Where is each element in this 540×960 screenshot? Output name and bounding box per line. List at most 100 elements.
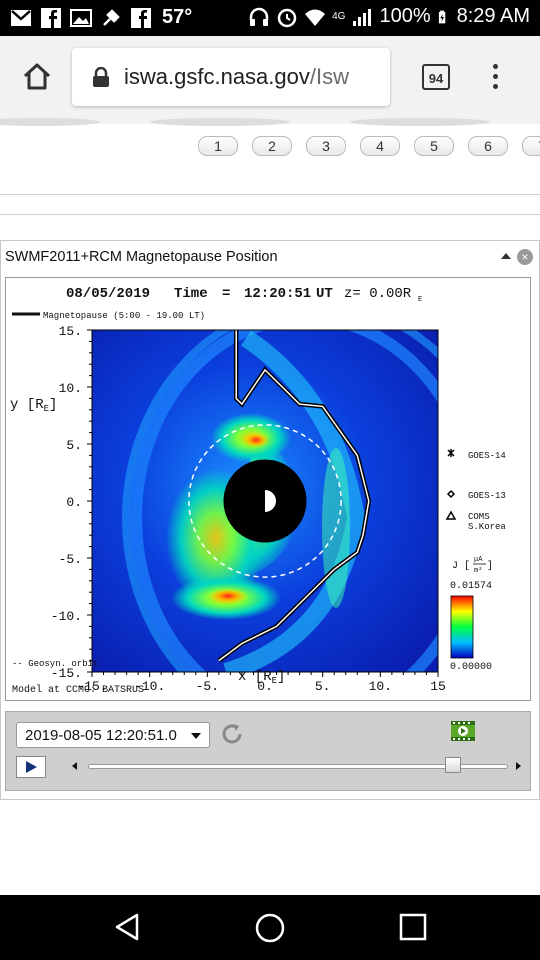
bug-icon bbox=[103, 8, 120, 26]
time-slider-track[interactable] bbox=[88, 764, 508, 769]
model-label: Model at CCMC: BATSRUS bbox=[12, 684, 144, 696]
colorbar-label: J [ bbox=[452, 560, 470, 572]
x-tick-label: -10. bbox=[134, 679, 165, 694]
url-path: /Isw bbox=[309, 64, 349, 89]
magnetopause-line-inner bbox=[218, 330, 370, 662]
header-time: 12:20:51 bbox=[244, 286, 311, 302]
y-axis-label: y [RE] bbox=[10, 397, 57, 414]
x-tick-label: -5. bbox=[196, 679, 219, 694]
colorbar-max: 0.01574 bbox=[450, 581, 492, 592]
collapse-arrow-icon[interactable] bbox=[501, 253, 511, 259]
facebook-icon bbox=[131, 7, 151, 28]
film-icon[interactable] bbox=[450, 718, 476, 744]
goes-13-label: GOES-13 bbox=[468, 491, 506, 501]
coms-marker bbox=[445, 510, 457, 520]
date-select-value: 2019-08-05 12:20:51.0 bbox=[25, 727, 177, 744]
play-icon bbox=[26, 761, 37, 773]
url-text[interactable]: iswa.gsfc.nasa.gov/Isw bbox=[124, 64, 386, 90]
home-nav-icon[interactable] bbox=[254, 912, 286, 944]
y-tick-label: 0. bbox=[66, 495, 82, 510]
status-bar: 57° 4G 100% 8:29 AM bbox=[0, 0, 540, 36]
header-z-sub: E bbox=[418, 296, 422, 304]
divider bbox=[0, 214, 540, 215]
goes-14-label: GOES-14 bbox=[468, 451, 506, 461]
recents-icon[interactable] bbox=[398, 912, 428, 942]
x-tick-label: 10. bbox=[369, 679, 392, 694]
alarm-icon bbox=[277, 8, 297, 27]
coms-label: COMS bbox=[468, 512, 490, 522]
colorbar bbox=[450, 595, 474, 659]
y-tick-label: 10. bbox=[59, 381, 82, 396]
temperature: 57° bbox=[162, 6, 193, 28]
magnetopause-plot: 08/05/2019 Time = 12:20:51 UT z= 0.00R E… bbox=[10, 286, 506, 696]
wifi-icon bbox=[305, 9, 326, 26]
play-button[interactable] bbox=[16, 756, 46, 778]
step-back-icon[interactable] bbox=[72, 762, 77, 770]
battery-icon bbox=[438, 10, 445, 23]
date-select[interactable]: 2019-08-05 12:20:51.0 bbox=[16, 722, 210, 748]
colorbar-unit-num: μA bbox=[474, 556, 483, 564]
header-date: 08/05/2019 bbox=[66, 286, 150, 302]
address-bar[interactable]: iswa.gsfc.nasa.gov/Isw bbox=[72, 48, 390, 106]
satellite-legend: GOES-14 GOES-13 COMS S.Korea bbox=[445, 449, 506, 532]
image-icon bbox=[70, 8, 92, 27]
goes-13-marker bbox=[446, 489, 456, 499]
x-tick-label: 15 bbox=[430, 679, 446, 694]
battery-percent: 100% bbox=[379, 5, 431, 27]
page-button-7[interactable]: 7 bbox=[522, 136, 540, 156]
page-button-2[interactable]: 2 bbox=[252, 136, 292, 156]
y-tick-label: -10. bbox=[51, 609, 82, 624]
gmail-icon bbox=[11, 9, 31, 26]
page-button-6[interactable]: 6 bbox=[468, 136, 508, 156]
geosync-orbit bbox=[188, 424, 342, 578]
magnetopause-widget: SWMF2011+RCM Magnetopause Position × bbox=[0, 240, 540, 800]
x-tick-label: 0. bbox=[257, 679, 273, 694]
y-tick-label: -5. bbox=[59, 552, 82, 567]
system-nav-bar bbox=[0, 895, 540, 960]
y-tick-label: 5. bbox=[66, 438, 82, 453]
home-icon[interactable] bbox=[20, 60, 54, 94]
headphones-icon bbox=[249, 7, 269, 26]
scroll-shadow bbox=[0, 118, 490, 126]
y-ticks: 15. 10. 5. 0. -5. -10. -15. bbox=[51, 324, 92, 681]
back-icon[interactable] bbox=[112, 912, 142, 942]
x-tick-label: 5. bbox=[315, 679, 331, 694]
page-button-5[interactable]: 5 bbox=[414, 136, 454, 156]
lock-icon bbox=[93, 67, 109, 87]
refresh-icon[interactable] bbox=[220, 722, 244, 746]
colorbar-min: 0.00000 bbox=[450, 662, 492, 673]
page-button-4[interactable]: 4 bbox=[360, 136, 400, 156]
time-slider-thumb[interactable] bbox=[445, 757, 462, 773]
page-button-3[interactable]: 3 bbox=[306, 136, 346, 156]
pager: 1 2 3 4 5 6 7 bbox=[198, 136, 540, 156]
geosync-label: -- Geosyn. orbit bbox=[12, 659, 98, 669]
legend-label: Magnetopause (5:00 - 19.00 LT) bbox=[43, 311, 205, 321]
network-type: 4G bbox=[332, 11, 346, 22]
colorbar-bracket: ] bbox=[487, 560, 493, 572]
page-nav-strip: 1 2 3 4 5 6 7 bbox=[0, 118, 540, 195]
colorbar-unit-den: m² bbox=[474, 567, 482, 575]
x-axis-label: x [RE] bbox=[238, 669, 285, 686]
goes-14-marker bbox=[447, 449, 455, 457]
browser-toolbar: iswa.gsfc.nasa.gov/Isw 94 bbox=[0, 36, 540, 124]
x-ticks: -15. -10. -5. 0. 5. 10. 15 bbox=[76, 672, 446, 694]
url-host: iswa.gsfc.nasa.gov bbox=[124, 64, 310, 89]
animation-player: 2019-08-05 12:20:51.0 bbox=[5, 711, 531, 791]
clock: 8:29 AM bbox=[456, 5, 530, 27]
y-tick-label: -15. bbox=[51, 666, 82, 681]
header-time-label: Time bbox=[174, 286, 208, 302]
tab-switcher-button[interactable]: 94 bbox=[422, 64, 450, 90]
widget-title: SWMF2011+RCM Magnetopause Position bbox=[5, 249, 278, 265]
page-button-1[interactable]: 1 bbox=[198, 136, 238, 156]
close-icon[interactable]: × bbox=[517, 249, 533, 265]
x-tick-label: -15. bbox=[76, 679, 107, 694]
earth-night-side bbox=[253, 489, 265, 513]
header-eq: = bbox=[222, 286, 230, 302]
header-ut: UT bbox=[316, 286, 333, 302]
y-tick-label: 15. bbox=[59, 324, 82, 339]
overflow-menu-icon[interactable] bbox=[490, 64, 500, 94]
step-forward-icon[interactable] bbox=[516, 762, 521, 770]
signal-icon bbox=[353, 8, 372, 26]
facebook-icon bbox=[41, 7, 61, 28]
header-z: z= 0.00R bbox=[344, 286, 412, 302]
